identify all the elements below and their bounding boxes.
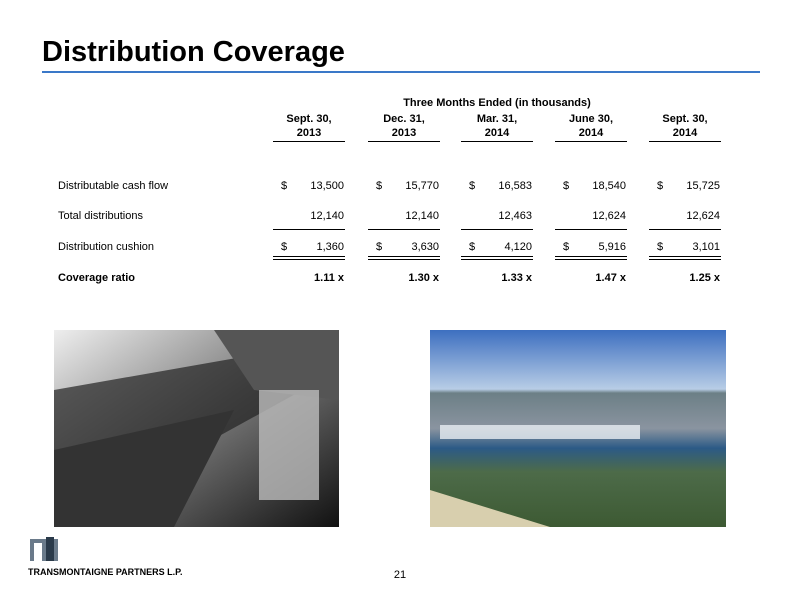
cell-value: 1.25 x xyxy=(689,272,720,284)
header-rule xyxy=(273,141,345,142)
double-rule xyxy=(461,259,533,260)
cell-value: 1,360 xyxy=(316,241,344,253)
cell-value: 18,540 xyxy=(592,180,626,192)
header-rule xyxy=(649,141,721,142)
cell-value: 12,140 xyxy=(310,210,344,222)
currency-symbol: $ xyxy=(281,241,288,253)
currency-symbol: $ xyxy=(657,180,664,192)
row-label: Distribution cushion xyxy=(58,241,154,253)
currency-symbol: $ xyxy=(563,241,570,253)
currency-symbol: $ xyxy=(376,241,383,253)
cell-value: 3,101 xyxy=(692,241,720,253)
table-caption: Three Months Ended (in thousands) xyxy=(403,97,591,109)
cell-value: 1.33 x xyxy=(501,272,532,284)
column-header: Mar. 31, xyxy=(476,113,518,125)
double-rule xyxy=(555,259,627,260)
row-label: Distributable cash flow xyxy=(58,180,169,192)
total-rule xyxy=(461,229,533,230)
cell-value: 12,463 xyxy=(498,210,532,222)
page-number: 21 xyxy=(393,569,407,581)
company-name: TRANSMONTAIGNE PARTNERS L.P. xyxy=(28,567,183,577)
slide-title: Distribution Coverage xyxy=(42,36,345,68)
double-rule xyxy=(273,259,345,260)
cell-value: 4,120 xyxy=(504,241,532,253)
header-rule xyxy=(461,141,533,142)
cell-value: 1.11 x xyxy=(314,272,344,284)
currency-symbol: $ xyxy=(469,241,476,253)
currency-symbol: $ xyxy=(281,180,288,192)
column-header: June 30, xyxy=(568,113,614,125)
column-header: 2013 xyxy=(296,127,322,139)
cell-value: 15,770 xyxy=(405,180,439,192)
cell-value: 12,624 xyxy=(686,210,720,222)
row-label: Coverage ratio xyxy=(58,272,136,284)
double-rule xyxy=(368,259,440,260)
column-header: 2014 xyxy=(484,127,510,139)
currency-symbol: $ xyxy=(469,180,476,192)
column-header: 2014 xyxy=(578,127,604,139)
double-rule xyxy=(461,256,533,257)
cell-value: 1.47 x xyxy=(595,272,626,284)
title-rule xyxy=(42,71,760,73)
cell-value: 15,725 xyxy=(686,180,720,192)
cell-value: 5,916 xyxy=(598,241,626,253)
column-header: Sept. 30, xyxy=(662,113,708,125)
cell-value: 3,630 xyxy=(411,241,439,253)
column-header: Dec. 31, xyxy=(383,113,425,125)
double-rule xyxy=(649,256,721,257)
cell-value: 16,583 xyxy=(498,180,532,192)
currency-symbol: $ xyxy=(657,241,664,253)
double-rule xyxy=(649,259,721,260)
company-logo xyxy=(30,537,58,561)
total-rule xyxy=(555,229,627,230)
cell-value: 12,624 xyxy=(592,210,626,222)
currency-symbol: $ xyxy=(563,180,570,192)
column-header: 2014 xyxy=(672,127,698,139)
total-rule xyxy=(649,229,721,230)
row-label: Total distributions xyxy=(58,210,143,222)
cell-value: 12,140 xyxy=(405,210,439,222)
photo-port xyxy=(430,330,726,527)
column-header: 2013 xyxy=(391,127,417,139)
double-rule xyxy=(273,256,345,257)
double-rule xyxy=(368,256,440,257)
photo-terminal xyxy=(54,330,339,527)
total-rule xyxy=(273,229,345,230)
header-rule xyxy=(555,141,627,142)
header-rule xyxy=(368,141,440,142)
column-header: Sept. 30, xyxy=(286,113,332,125)
total-rule xyxy=(368,229,440,230)
cell-value: 1.30 x xyxy=(408,272,439,284)
cell-value: 13,500 xyxy=(310,180,344,192)
currency-symbol: $ xyxy=(376,180,383,192)
double-rule xyxy=(555,256,627,257)
